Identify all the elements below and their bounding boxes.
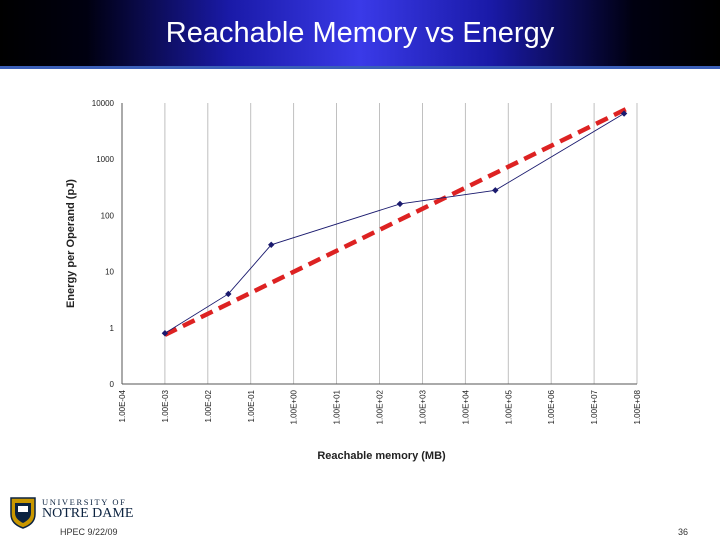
logo-name: NOTRE DAME (42, 506, 134, 521)
data-point-marker (161, 330, 169, 337)
x-tick-label: 1.00E+07 (590, 389, 599, 424)
x-tick-label: 1.00E+08 (633, 389, 642, 424)
x-tick-label: 1.00E+06 (547, 389, 556, 424)
data-point-marker (396, 200, 404, 208)
y-tick-label: 1 (110, 324, 115, 333)
data-series-line (164, 113, 625, 334)
y-tick-label: 0 (110, 380, 115, 389)
title-bar: Reachable Memory vs Energy (0, 0, 720, 68)
x-tick-label: 1.00E-03 (161, 389, 170, 422)
y-tick-label: 10 (105, 268, 114, 277)
y-tick-label: 100 (101, 211, 115, 220)
y-axis-title: Energy per Operand (pJ) (65, 179, 77, 308)
trend-line (163, 106, 629, 337)
logo-top-line: UNIVERSITY OF (42, 497, 127, 507)
x-axis-title: Reachable memory (MB) (317, 450, 446, 462)
title-divider (0, 66, 720, 69)
x-tick-label: 1.00E+05 (504, 389, 513, 424)
data-point-marker (492, 187, 499, 194)
data-point-marker (620, 110, 628, 117)
x-tick-label: 1.00E-04 (118, 389, 127, 422)
footer-date: HPEC 9/22/09 (60, 527, 118, 537)
x-tick-label: 1.00E+04 (461, 389, 470, 424)
shield-icon (10, 497, 36, 529)
x-tick-label: 1.00E-02 (204, 389, 213, 422)
x-tick-label: 1.00E+03 (418, 389, 427, 424)
data-point-marker (268, 241, 275, 248)
y-tick-label: 10000 (92, 99, 115, 108)
page-number: 36 (678, 527, 689, 537)
slide-title: Reachable Memory vs Energy (165, 17, 555, 49)
y-tick-label: 1000 (96, 155, 114, 164)
x-tick-label: 1.00E+02 (376, 389, 385, 424)
x-tick-label: 1.00E-01 (247, 389, 256, 422)
x-tick-label: 1.00E+00 (290, 389, 299, 424)
x-tick-label: 1.00E+01 (333, 389, 342, 424)
university-logo: UNIVERSITY OF NOTRE DAME (10, 495, 150, 531)
data-point-marker (225, 290, 232, 298)
